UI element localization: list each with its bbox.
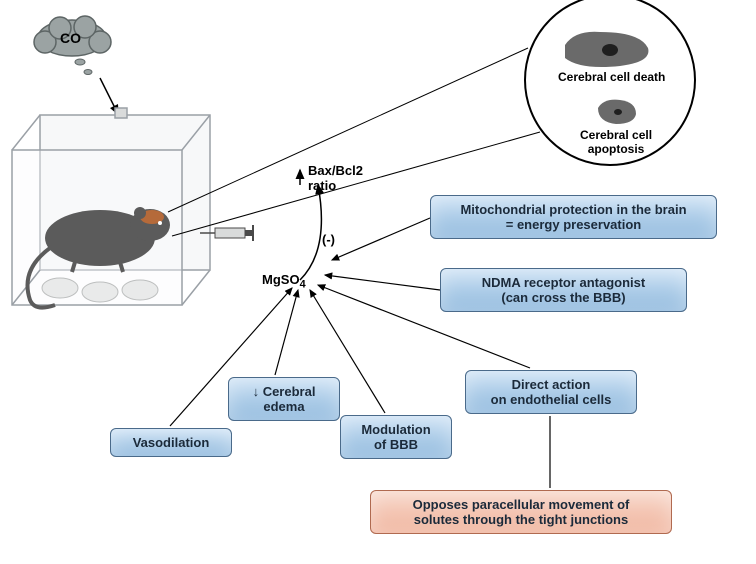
cell-death-icon <box>565 32 648 67</box>
box-vaso-text: Vasodilation <box>133 435 210 450</box>
box-endo: Direct action on endothelial cells <box>465 370 637 414</box>
cell-death-label: Cerebral cell death <box>558 70 665 84</box>
box-edema-text: Cerebral edema <box>263 384 316 414</box>
box-tight-text: Opposes paracellular movement of solutes… <box>413 497 630 527</box>
box-endo-text: Direct action on endothelial cells <box>491 377 612 407</box>
mgso4-text: MgSO <box>262 272 300 287</box>
box-ndma-text: NDMA receptor antagonist (can cross the … <box>482 275 645 305</box>
minus-label: (-) <box>322 232 335 247</box>
bax-label: Bax/Bcl2 ratio <box>308 164 363 194</box>
box-edema: ↓ Cerebral edema <box>228 377 340 421</box>
box-bbb: Modulation of BBB <box>340 415 452 459</box>
down-arrow-icon: ↓ <box>253 384 260 399</box>
arrow-ndma <box>325 275 440 290</box>
rat-pups <box>42 278 158 302</box>
box-tight: Opposes paracellular movement of solutes… <box>370 490 672 534</box>
mgso4-label: MgSO4 <box>262 272 306 291</box>
box-vaso: Vasodilation <box>110 428 232 457</box>
box-bbb-text: Modulation of BBB <box>361 422 430 452</box>
mgso4-sub: 4 <box>300 279 306 291</box>
box-ndma: NDMA receptor antagonist (can cross the … <box>440 268 687 312</box>
box-mito-text: Mitochondrial protection in the brain = … <box>460 202 686 232</box>
box-mito: Mitochondrial protection in the brain = … <box>430 195 717 239</box>
co-label: CO <box>60 30 81 46</box>
cell-apoptosis-icon <box>598 100 636 124</box>
cell-apop-label: Cerebral cell apoptosis <box>580 128 652 156</box>
arrow-mito <box>332 218 430 260</box>
